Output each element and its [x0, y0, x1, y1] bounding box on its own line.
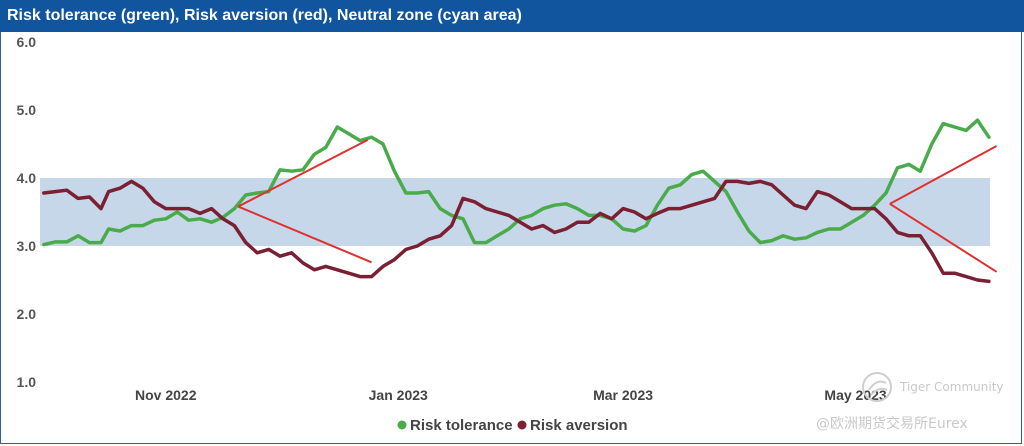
- legend-entry: Risk tolerance: [410, 417, 513, 434]
- trend-line: [237, 139, 369, 208]
- legend-entry: Risk aversion: [530, 417, 628, 434]
- legend-marker-icon: [397, 420, 407, 430]
- y-tick-label: 6.0: [17, 34, 37, 50]
- y-tick-label: 5.0: [17, 102, 37, 118]
- series-line-risk-tolerance: [42, 118, 991, 247]
- legend-marker-icon: [517, 420, 527, 430]
- trend-line: [237, 205, 372, 264]
- x-tick-label: Jan 2023: [369, 387, 428, 403]
- tiger-logo-icon: [862, 372, 892, 402]
- y-tick-label: 1.0: [17, 374, 37, 390]
- neutral-zone-band: [40, 178, 990, 246]
- watermark-brand-text: Tiger Community: [900, 380, 1004, 394]
- y-tick-label: 4.0: [17, 170, 37, 186]
- trend-line: [889, 202, 998, 273]
- series-line-risk-aversion: [42, 179, 991, 284]
- watermark-source: @欧洲期货交易所Eurex: [816, 416, 968, 432]
- x-tick-label: Mar 2023: [593, 387, 653, 403]
- y-tick-label: 2.0: [17, 306, 37, 322]
- watermark-brand: Tiger Community: [860, 370, 1010, 404]
- chart-title: Risk tolerance (green), Risk aversion (r…: [0, 0, 1024, 32]
- y-tick-label: 3.0: [17, 238, 37, 254]
- trend-line: [889, 145, 998, 205]
- x-tick-label: Nov 2022: [135, 387, 197, 403]
